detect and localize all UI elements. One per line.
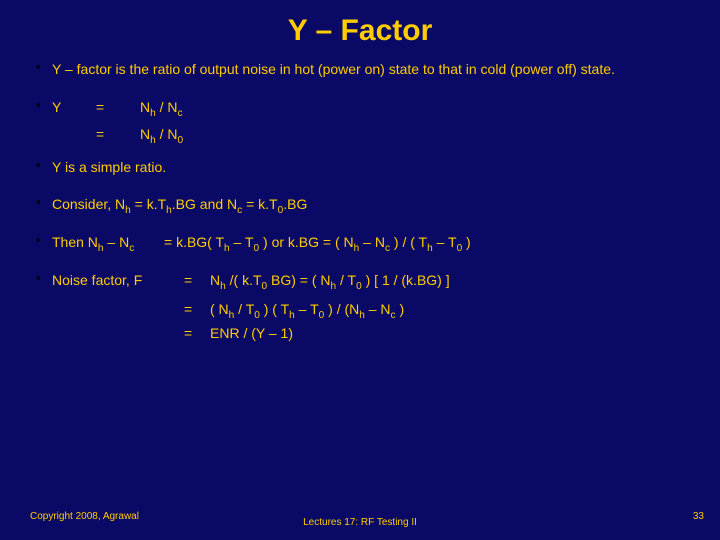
eq-rhs-6b: ( Nh / T0 ) ( Th – T0 ) / (Nh – Nc ): [210, 301, 692, 317]
bullet-row-2: ▪ Y = Nh / Nc: [36, 96, 692, 120]
eq-symbol: =: [184, 269, 210, 293]
eq-rhs-1: Nh / Nc: [140, 96, 692, 120]
eq-row-6c: = ENR / (Y – 1): [36, 325, 692, 341]
eq-lhs-6: Noise factor, F: [52, 269, 184, 293]
eq-symbol: =: [96, 96, 140, 120]
bullet-text-1: Y – factor is the ratio of output noise …: [52, 58, 692, 82]
eq-spacer: [52, 126, 96, 142]
slide-title: Y – Factor: [0, 0, 720, 58]
bullet-row-5: ▪ Then Nh – Nc = k.BG( Th – T0 ) or k.BG…: [36, 231, 692, 255]
eq-symbol: =: [184, 301, 210, 317]
bullet-text-5: Then Nh – Nc = k.BG( Th – T0 ) or k.BG =…: [52, 231, 692, 255]
eq-rhs-5: = k.BG( Th – T0 ) or k.BG = ( Nh – Nc ) …: [164, 231, 692, 255]
bullet-row-1: ▪ Y – factor is the ratio of output nois…: [36, 58, 692, 82]
eq-row-6b: = ( Nh / T0 ) ( Th – T0 ) / (Nh – Nc ): [36, 301, 692, 317]
eq-symbol: =: [96, 126, 140, 142]
bullet-text-3: Y is a simple ratio.: [52, 156, 692, 180]
slide: Y – Factor ▪ Y – factor is the ratio of …: [0, 0, 720, 540]
bullet-row-6: ▪ Noise factor, F = Nh /( k.T0 BG) = ( N…: [36, 269, 692, 293]
lecture-text: Lectures 17: RF Testing II: [0, 517, 720, 528]
bullet-icon: ▪: [36, 231, 52, 249]
eq-spacer: [52, 301, 184, 317]
bullet-icon: ▪: [36, 58, 52, 76]
page-number: 33: [693, 511, 704, 522]
bullet-icon: ▪: [36, 96, 52, 114]
eq-rhs-2: Nh / N0: [140, 126, 692, 142]
bullet-row-4: ▪ Consider, Nh = k.Th.BG and Nc = k.T0.B…: [36, 193, 692, 217]
eq-symbol: =: [184, 325, 210, 341]
bullet-text-2: Y = Nh / Nc: [52, 96, 692, 120]
slide-content: ▪ Y – factor is the ratio of output nois…: [0, 58, 720, 341]
eq-y-label: Y: [52, 96, 96, 120]
bullet-text-4: Consider, Nh = k.Th.BG and Nc = k.T0.BG: [52, 193, 692, 217]
eq-lhs-5: Then Nh – Nc: [52, 231, 164, 255]
bullet-icon: ▪: [36, 156, 52, 174]
bullet-text-6: Noise factor, F = Nh /( k.T0 BG) = ( Nh …: [52, 269, 692, 293]
bullet-row-3: ▪ Y is a simple ratio.: [36, 156, 692, 180]
bullet-icon: ▪: [36, 269, 52, 287]
eq-rhs-6c: ENR / (Y – 1): [210, 325, 692, 341]
eq-rhs-6: Nh /( k.T0 BG) = ( Nh / T0 ) [ 1 / (k.BG…: [210, 269, 692, 293]
eq-spacer: [52, 325, 184, 341]
bullet-icon: ▪: [36, 193, 52, 211]
eq-row-2b: = Nh / N0: [36, 126, 692, 142]
